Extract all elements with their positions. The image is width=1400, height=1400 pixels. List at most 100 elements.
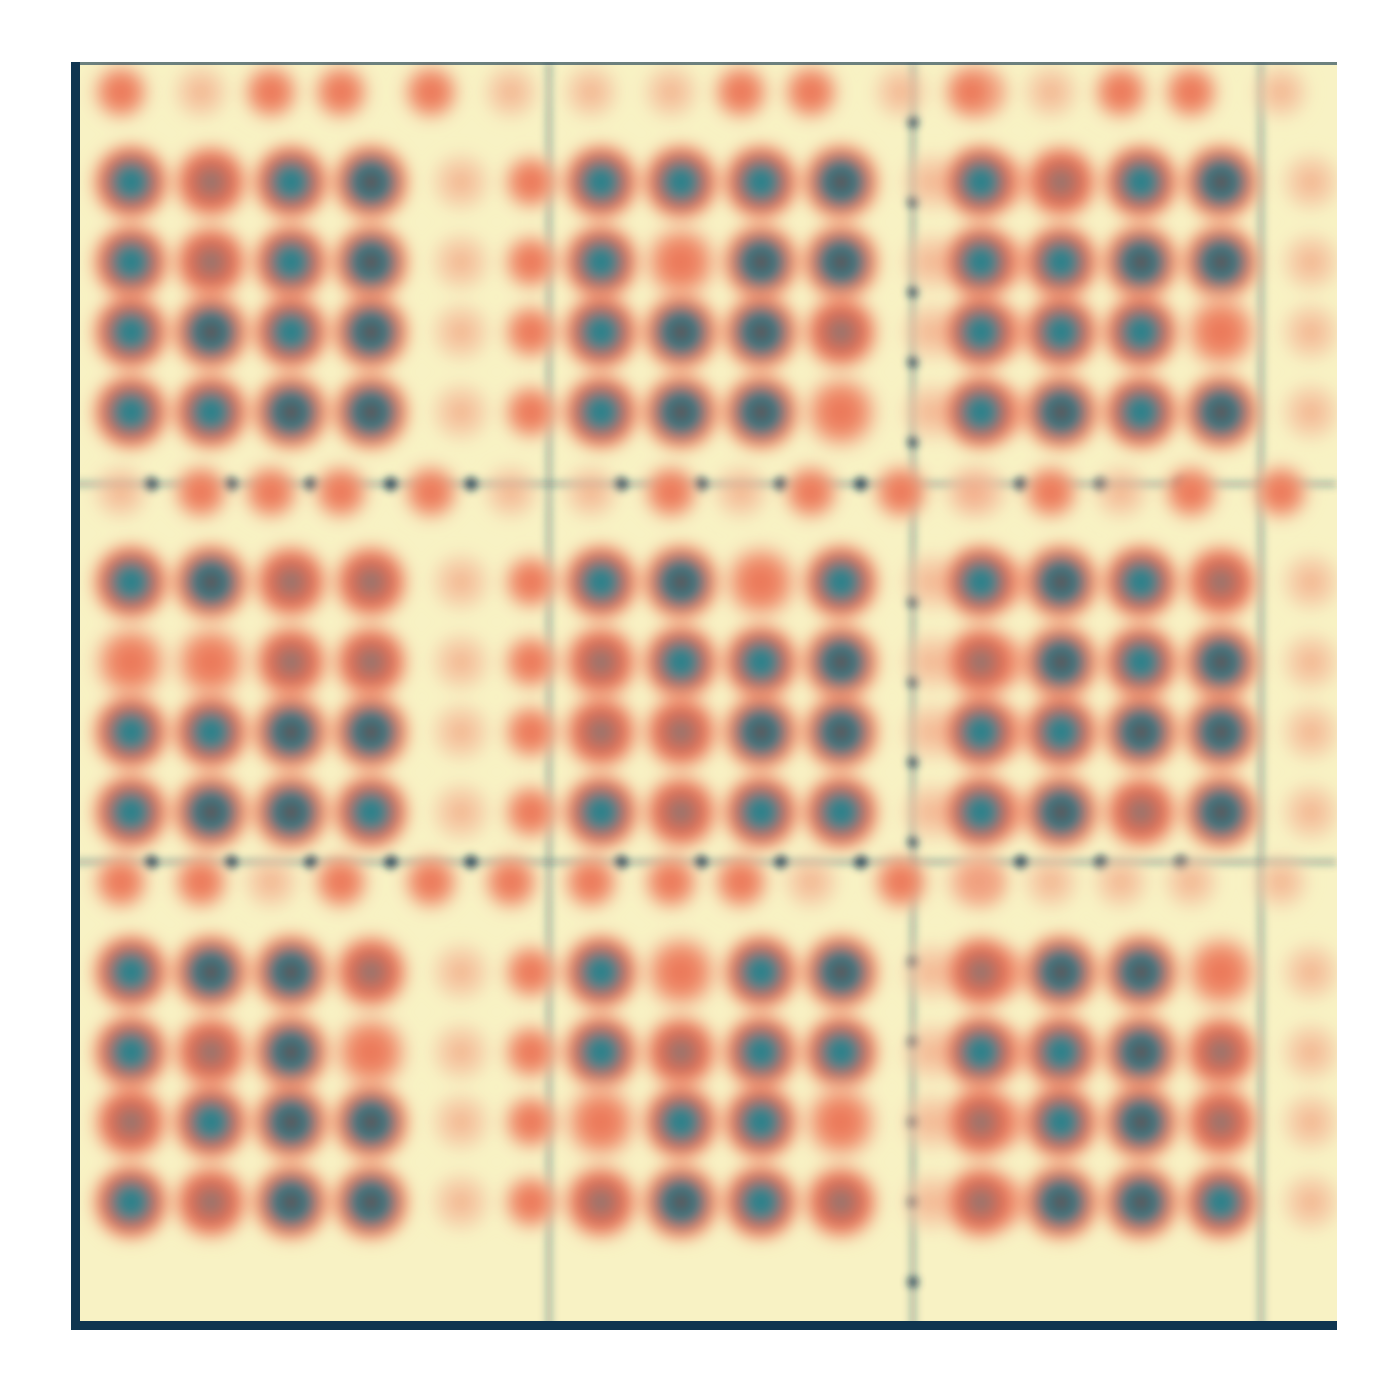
pattern-blob [717, 618, 805, 706]
pattern-blob [425, 296, 497, 368]
pattern-blob [937, 618, 1025, 706]
pattern-blob [327, 1078, 415, 1166]
pattern-blob [777, 848, 845, 916]
pattern-blob [1177, 368, 1265, 456]
pattern-blob [247, 928, 335, 1016]
pattern-blob [557, 618, 645, 706]
pattern-blob [247, 688, 335, 776]
pattern-blob [1177, 138, 1265, 226]
pattern-blob [1177, 1008, 1265, 1096]
pattern-blob [1017, 768, 1105, 856]
pattern-blob [1097, 368, 1185, 456]
pattern-blob [425, 1016, 497, 1088]
pattern-blob [797, 1158, 885, 1246]
pattern-blob [247, 138, 335, 226]
pattern-blob [557, 688, 645, 776]
pattern-blob [425, 1166, 497, 1238]
pattern-blob [167, 768, 255, 856]
pattern-blob [497, 548, 565, 616]
pattern-blob [1157, 458, 1225, 526]
pattern-blob [167, 288, 255, 376]
pattern-blob [1247, 848, 1315, 916]
pattern-blob [637, 618, 725, 706]
pattern-blob [1177, 1158, 1265, 1246]
pattern-image [71, 62, 1337, 1330]
pattern-blob [397, 458, 465, 526]
pattern-blob [717, 138, 805, 226]
pattern-blob [937, 688, 1025, 776]
pattern-blob [717, 288, 805, 376]
pattern-blob [557, 138, 645, 226]
pattern-blob [237, 458, 305, 526]
pattern-blob [717, 928, 805, 1016]
pattern-blob [497, 698, 565, 766]
pattern-blob [717, 1158, 805, 1246]
pattern-blob [497, 148, 565, 216]
pattern-blob [1017, 458, 1085, 526]
pattern-blob [425, 696, 497, 768]
pattern-blob [87, 538, 175, 626]
pattern-blob [937, 1008, 1025, 1096]
pattern-blob [1017, 538, 1105, 626]
pattern-blob [797, 538, 885, 626]
pattern-blob [1177, 1078, 1265, 1166]
pattern-blob [717, 1008, 805, 1096]
pattern-blob [397, 848, 465, 916]
pattern-blob [1177, 538, 1265, 626]
pattern-blob [1275, 296, 1337, 368]
pattern-blob [1177, 928, 1265, 1016]
pattern-blob [497, 778, 565, 846]
vertical-seam [1258, 62, 1264, 1330]
pattern-blob [1177, 218, 1265, 306]
pattern-blob [557, 1008, 645, 1096]
pattern-blob [1097, 618, 1185, 706]
pattern-blob [1275, 626, 1337, 698]
pattern-blob [1275, 1166, 1337, 1238]
pattern-blob [1097, 218, 1185, 306]
pattern-blob [1097, 928, 1185, 1016]
seam-point [384, 855, 398, 869]
pattern-blob [637, 1078, 725, 1166]
pattern-blob [87, 1158, 175, 1246]
pattern-blob [167, 688, 255, 776]
pattern-blob [717, 538, 805, 626]
pattern-blob [867, 848, 935, 916]
pattern-blob [867, 62, 935, 126]
pattern-blob [937, 768, 1025, 856]
pattern-blob [167, 1078, 255, 1166]
pattern-blob [1097, 1158, 1185, 1246]
pattern-blob [1097, 768, 1185, 856]
pattern-blob [557, 538, 645, 626]
pattern-blob [637, 1008, 725, 1096]
seam-point [907, 1276, 919, 1288]
pattern-blob [87, 288, 175, 376]
pattern-blob [797, 618, 885, 706]
pattern-blob [1157, 62, 1225, 126]
pattern-blob [637, 928, 725, 1016]
pattern-blob [1275, 376, 1337, 448]
pattern-blob [797, 1078, 885, 1166]
pattern-blob [717, 768, 805, 856]
pattern-blob [327, 538, 415, 626]
pattern-blob [477, 62, 545, 126]
pattern-blob [425, 546, 497, 618]
pattern-blob [425, 1086, 497, 1158]
pattern-blob [87, 458, 155, 526]
pattern-blob [167, 458, 235, 526]
pattern-blob [797, 928, 885, 1016]
pattern-blob [1275, 696, 1337, 768]
pattern-blob [557, 368, 645, 456]
pattern-blob [87, 848, 155, 916]
pattern-blob [87, 1078, 175, 1166]
pattern-blob [247, 218, 335, 306]
pattern-blob [557, 1078, 645, 1166]
pattern-blob [717, 1078, 805, 1166]
pattern-blob [247, 1078, 335, 1166]
pattern-blob [87, 618, 175, 706]
seam-point [464, 477, 478, 491]
pattern-blob [777, 62, 845, 126]
pattern-blob [1097, 1078, 1185, 1166]
pattern-blob [797, 768, 885, 856]
pattern-blob [637, 538, 725, 626]
pattern-blob [1157, 848, 1225, 916]
